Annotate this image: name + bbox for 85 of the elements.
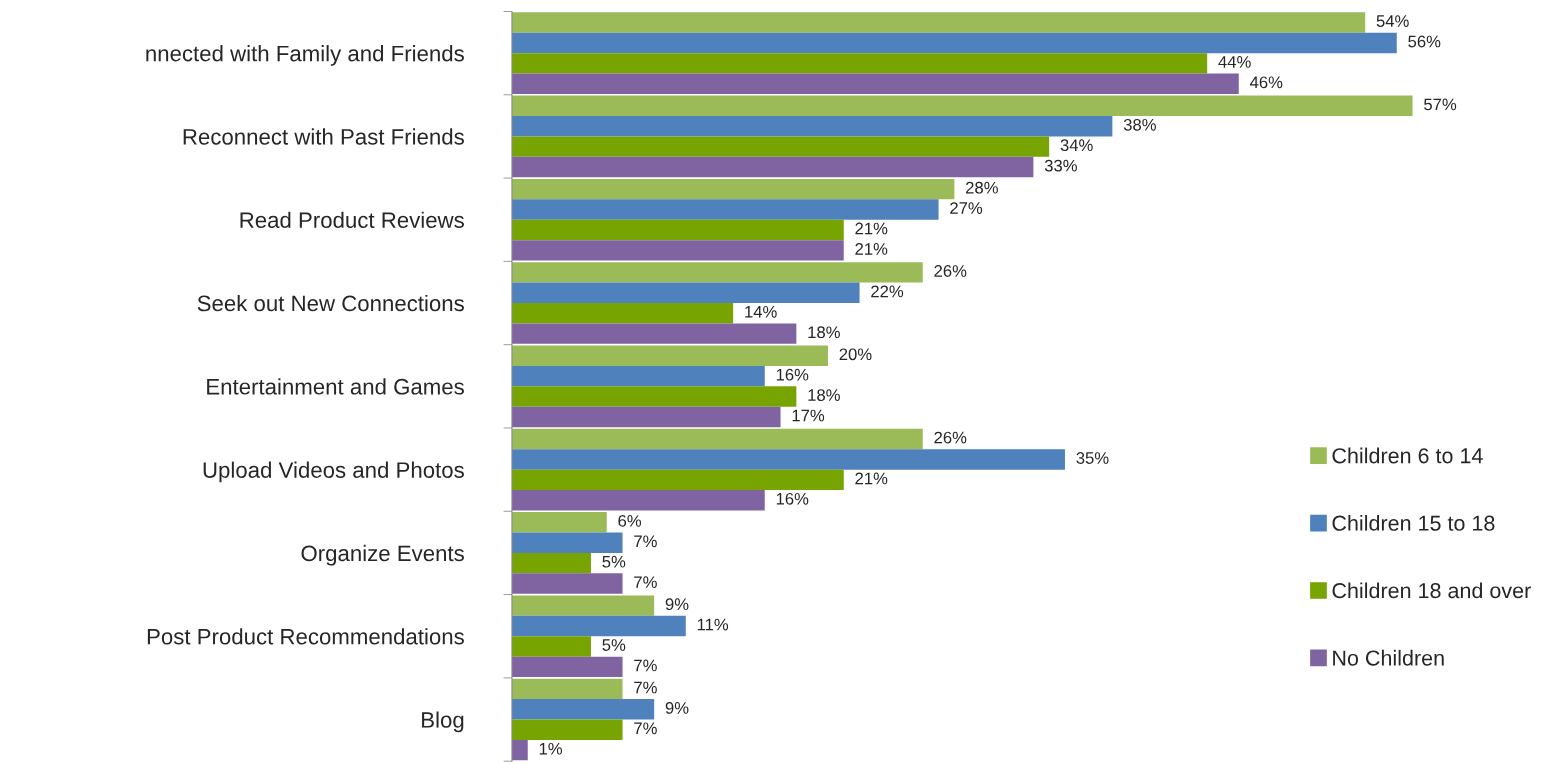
bar <box>511 323 797 344</box>
data-label: 9% <box>665 598 689 611</box>
bar <box>511 656 623 678</box>
y-tick-label: Seek out New Connections <box>197 294 464 312</box>
bar <box>511 345 828 366</box>
bar <box>511 449 1065 470</box>
bar <box>511 636 591 657</box>
y-tick-label: Reconnect with Past Friends <box>183 128 464 145</box>
y-tick-label: Blog <box>422 711 464 733</box>
bar <box>511 365 765 387</box>
data-label: 28% <box>966 181 998 194</box>
data-label: 5% <box>602 555 626 568</box>
data-label: 6% <box>618 514 642 527</box>
data-label: 21% <box>855 222 888 235</box>
y-tick-label: Upload Videos and Photos <box>203 461 464 483</box>
y-tick-label: nnected with Family and Friends <box>146 45 464 66</box>
bar <box>511 386 797 407</box>
bar <box>511 32 1397 54</box>
data-label: 9% <box>665 701 689 714</box>
data-label: 26% <box>934 265 967 277</box>
legend-label: No Children <box>1333 649 1444 666</box>
data-label: 27% <box>950 202 983 214</box>
bar <box>511 552 591 574</box>
data-label: 57% <box>1424 98 1457 111</box>
data-label: 33% <box>1044 159 1077 172</box>
legend-label: Children 18 and over <box>1332 582 1531 599</box>
bar <box>511 53 1208 74</box>
bar <box>511 156 1034 178</box>
bar <box>511 116 1113 137</box>
bar <box>511 282 860 304</box>
bar <box>511 469 844 491</box>
data-label: 26% <box>934 431 967 444</box>
data-label: 46% <box>1249 76 1283 89</box>
bar <box>511 699 655 720</box>
bar <box>511 262 923 283</box>
y-tick-label: Organize Events <box>301 544 464 566</box>
bar <box>511 490 765 511</box>
data-label: 18% <box>808 326 840 339</box>
data-label: 1% <box>539 742 563 755</box>
data-label: 38% <box>1123 118 1156 131</box>
bar <box>511 219 844 241</box>
data-label: 17% <box>792 409 825 422</box>
y-tick-label: Post Product Recommendations <box>147 628 464 645</box>
data-label: 56% <box>1408 35 1441 48</box>
data-label: 5% <box>602 639 626 651</box>
bar <box>511 406 781 428</box>
bar <box>511 739 528 761</box>
bar <box>511 12 1366 33</box>
bar <box>511 595 655 616</box>
bar <box>511 428 923 450</box>
bar <box>511 573 623 594</box>
bar <box>511 303 734 324</box>
bar <box>511 199 939 220</box>
bar <box>511 678 623 700</box>
bar <box>511 512 607 533</box>
data-label: 35% <box>1076 452 1109 464</box>
legend-label: Children 15 to 18 <box>1332 515 1495 531</box>
bar <box>511 73 1239 94</box>
data-label: 20% <box>839 348 872 361</box>
y-tick-label: Entertainment and Games <box>207 378 464 395</box>
legend-label: Children 6 to 14 <box>1332 447 1483 464</box>
data-label: 21% <box>855 472 888 485</box>
bar <box>511 178 955 200</box>
bar <box>511 136 1050 157</box>
data-label: 7% <box>634 535 657 548</box>
data-label: 16% <box>776 492 809 505</box>
bar <box>511 240 844 261</box>
bar <box>511 719 623 740</box>
data-label: 18% <box>808 389 840 401</box>
data-label: 14% <box>745 305 777 318</box>
bar <box>511 532 623 553</box>
data-label: 16% <box>776 368 809 381</box>
data-label: 44% <box>1218 56 1251 68</box>
data-label: 7% <box>634 659 657 672</box>
data-label: 7% <box>634 722 657 735</box>
data-label: 11% <box>697 618 729 631</box>
data-label: 7% <box>634 576 657 588</box>
data-label: 7% <box>634 681 657 694</box>
data-label: 21% <box>855 243 888 255</box>
bar <box>511 95 1413 117</box>
y-tick-label: Read Product Reviews <box>240 211 464 228</box>
bar <box>511 615 686 637</box>
data-label: 22% <box>871 285 904 298</box>
data-label: 54% <box>1376 15 1409 27</box>
data-label: 34% <box>1060 139 1093 152</box>
